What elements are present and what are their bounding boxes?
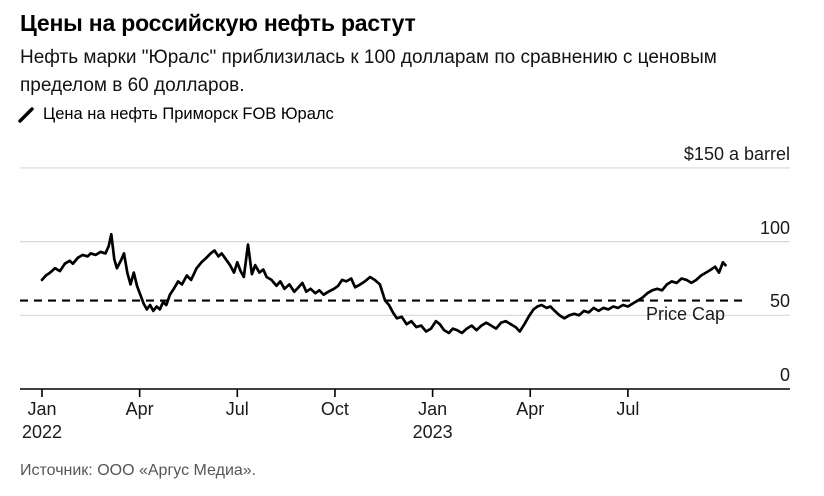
x-tick-label-Jul: Jul: [225, 399, 249, 419]
price-line-series: [40, 232, 727, 335]
x-tick-label-Jul: Jul: [616, 399, 640, 419]
price-cap-label: Price Cap: [646, 303, 726, 324]
chart-subtitle: Нефть марки "Юралс" приблизилась к 100 д…: [20, 47, 717, 96]
y-tick-label-100: 100: [759, 217, 790, 238]
x-tick-label-Jan2022: Jan: [27, 399, 57, 419]
x-tick-year-2022: 2022: [21, 422, 63, 442]
x-tick-label-Oct: Oct: [320, 399, 349, 419]
y-tick-label-0: 0: [779, 365, 790, 385]
x-tick-label-Apr: Apr: [516, 399, 545, 419]
x-tick-label-Jan2023: Jan: [418, 399, 448, 419]
line-series-icon: [18, 106, 34, 123]
x-tick-year-2023: 2023: [412, 422, 453, 442]
source-note: Источник: ООО «Аргус Медиа».: [20, 462, 257, 479]
chart-title: Цены на российскую нефть растут: [20, 10, 416, 36]
y-tick-label-150: $150 a barrel: [683, 143, 790, 164]
y-tick-label-50: 50: [769, 291, 790, 312]
x-tick-label-Apr: Apr: [125, 399, 154, 419]
legend: Цена на нефть Приморск FOB Юралс: [18, 105, 334, 124]
legend-series-label: Цена на нефть Приморск FOB Юралс: [43, 105, 334, 123]
